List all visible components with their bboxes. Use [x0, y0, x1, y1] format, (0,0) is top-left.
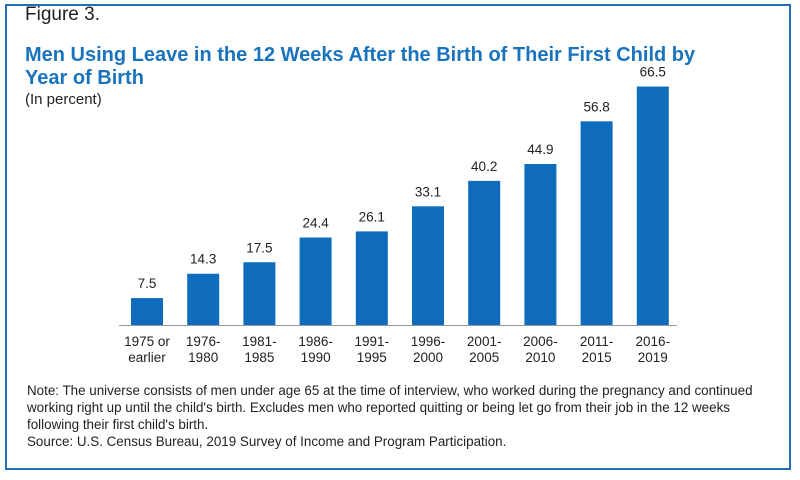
bar-1: [187, 273, 220, 325]
figure-label: Figure 3.: [25, 4, 100, 25]
chart-source: Source: U.S. Census Bureau, 2019 Survey …: [27, 434, 507, 449]
x-tick-label-2-line-1: 1981-: [242, 334, 277, 349]
data-label-8: 56.8: [583, 99, 609, 114]
x-tick-label-3-line-1: 1986-: [298, 334, 333, 349]
x-tick-label-1-line-2: 1980: [188, 350, 218, 365]
x-tick-label-1-line-1: 1976-: [186, 334, 221, 349]
x-tick-label-5-line-1: 1996-: [411, 334, 446, 349]
bar-6: [468, 180, 501, 325]
data-label-1: 14.3: [190, 252, 216, 267]
x-tick-label-5-line-2: 2000: [413, 350, 443, 365]
bar-0: [131, 298, 163, 325]
bar-3: [299, 237, 332, 325]
data-label-3: 24.4: [302, 216, 329, 231]
bar-9: [636, 86, 669, 325]
bar-8: [580, 121, 613, 326]
x-tick-label-0-line-2: earlier: [128, 350, 166, 365]
data-label-6: 40.2: [471, 159, 497, 174]
x-tick-label-3-line-2: 1990: [301, 350, 331, 365]
x-tick-label-8-line-2: 2015: [582, 350, 612, 365]
x-tick-label-9-line-2: 2019: [638, 350, 668, 365]
data-label-9: 66.5: [640, 65, 666, 80]
bar-5: [412, 206, 444, 325]
data-label-7: 44.9: [527, 142, 553, 157]
x-tick-label-9-line-1: 2016-: [636, 334, 671, 349]
x-tick-label-6-line-2: 2005: [469, 350, 499, 365]
chart-title-line-1: Men Using Leave in the 12 Weeks After th…: [25, 44, 696, 66]
bar-7: [524, 164, 557, 325]
bar-2: [243, 262, 276, 325]
x-tick-label-2-line-2: 1985: [244, 350, 274, 365]
chart-title: Men Using Leave in the 12 Weeks After th…: [25, 44, 765, 90]
x-tick-label-4-line-1: 1991-: [355, 334, 390, 349]
data-label-4: 26.1: [359, 209, 385, 224]
x-tick-label-6-line-1: 2001-: [467, 334, 502, 349]
chart-title-line-2: Year of Birth: [25, 67, 144, 89]
x-tick-label-7-line-2: 2010: [525, 350, 555, 365]
chart-subtitle: (In percent): [25, 91, 102, 108]
data-label-5: 33.1: [415, 184, 441, 199]
x-tick-label-8-line-1: 2011-: [580, 334, 614, 349]
figure-frame: [5, 4, 791, 470]
chart-note: Note: The universe consists of men under…: [27, 383, 753, 432]
data-label-0: 7.5: [138, 276, 157, 291]
x-tick-label-7-line-1: 2006-: [523, 334, 558, 349]
bar-4: [355, 231, 388, 325]
x-tick-label-0-line-1: 1975 or: [124, 334, 170, 349]
x-tick-label-4-line-2: 1995: [357, 350, 387, 365]
data-label-2: 17.5: [246, 240, 272, 255]
